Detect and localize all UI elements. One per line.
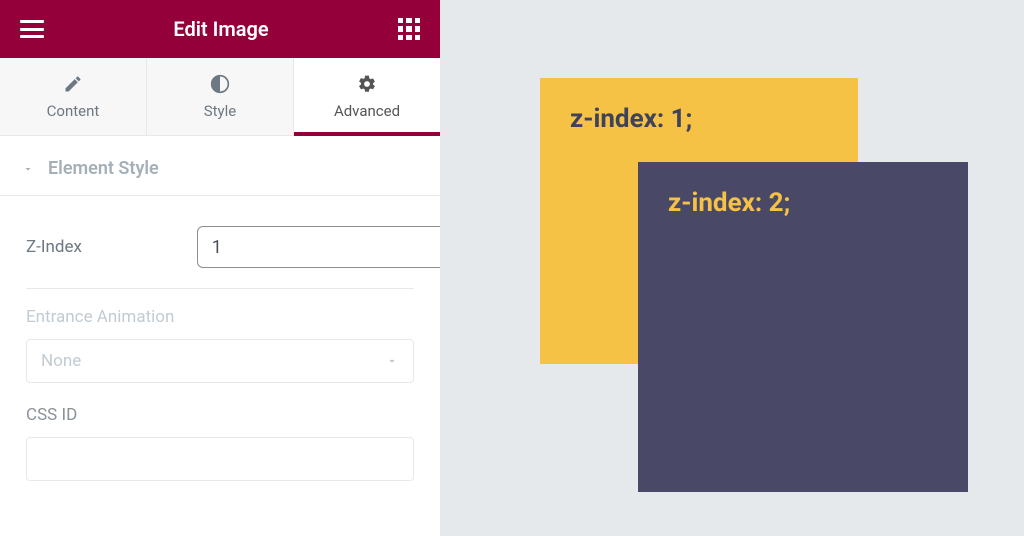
section-body: Z-Index ▲▼ Entrance Animation None CSS I… bbox=[0, 196, 440, 485]
select-value: None bbox=[41, 351, 81, 371]
z-index-box-2: z-index: 2; bbox=[638, 162, 968, 492]
tab-advanced[interactable]: Advanced bbox=[294, 58, 440, 135]
panel-title: Edit Image bbox=[44, 17, 398, 41]
section-title: Element Style bbox=[48, 158, 159, 179]
panel-header: Edit Image bbox=[0, 0, 440, 58]
z-index-input[interactable] bbox=[212, 237, 440, 258]
tab-label: Advanced bbox=[334, 102, 400, 120]
row-entrance-animation: Entrance Animation None bbox=[26, 289, 414, 387]
box-front-text: z-index: 2; bbox=[668, 188, 790, 218]
section-toggle-element-style[interactable]: Element Style bbox=[0, 136, 440, 196]
editor-panel: Edit Image Content Style Advanced Elemen… bbox=[0, 0, 440, 536]
contrast-icon bbox=[210, 74, 230, 94]
row-z-index: Z-Index ▲▼ bbox=[26, 206, 414, 289]
preview-canvas: z-index: 1; z-index: 2; bbox=[440, 0, 1024, 536]
entrance-animation-select[interactable]: None bbox=[26, 339, 414, 383]
caret-down-icon bbox=[22, 163, 34, 175]
menu-icon[interactable] bbox=[20, 20, 44, 38]
tab-label: Style bbox=[204, 102, 237, 120]
tab-label: Content bbox=[47, 102, 100, 120]
box-back-text: z-index: 1; bbox=[570, 104, 692, 134]
z-index-input-wrap[interactable]: ▲▼ bbox=[197, 226, 458, 268]
z-index-label: Z-Index bbox=[26, 237, 197, 257]
gear-icon bbox=[357, 74, 377, 94]
apps-icon[interactable] bbox=[398, 18, 420, 40]
entrance-animation-label: Entrance Animation bbox=[26, 307, 414, 327]
row-css-id: CSS ID bbox=[26, 387, 414, 485]
tabs: Content Style Advanced bbox=[0, 58, 440, 136]
css-id-label: CSS ID bbox=[26, 405, 414, 425]
css-id-input[interactable] bbox=[26, 437, 414, 481]
tab-content[interactable]: Content bbox=[0, 58, 147, 135]
tab-style[interactable]: Style bbox=[147, 58, 294, 135]
caret-down-icon bbox=[385, 354, 399, 368]
pencil-icon bbox=[63, 74, 83, 94]
